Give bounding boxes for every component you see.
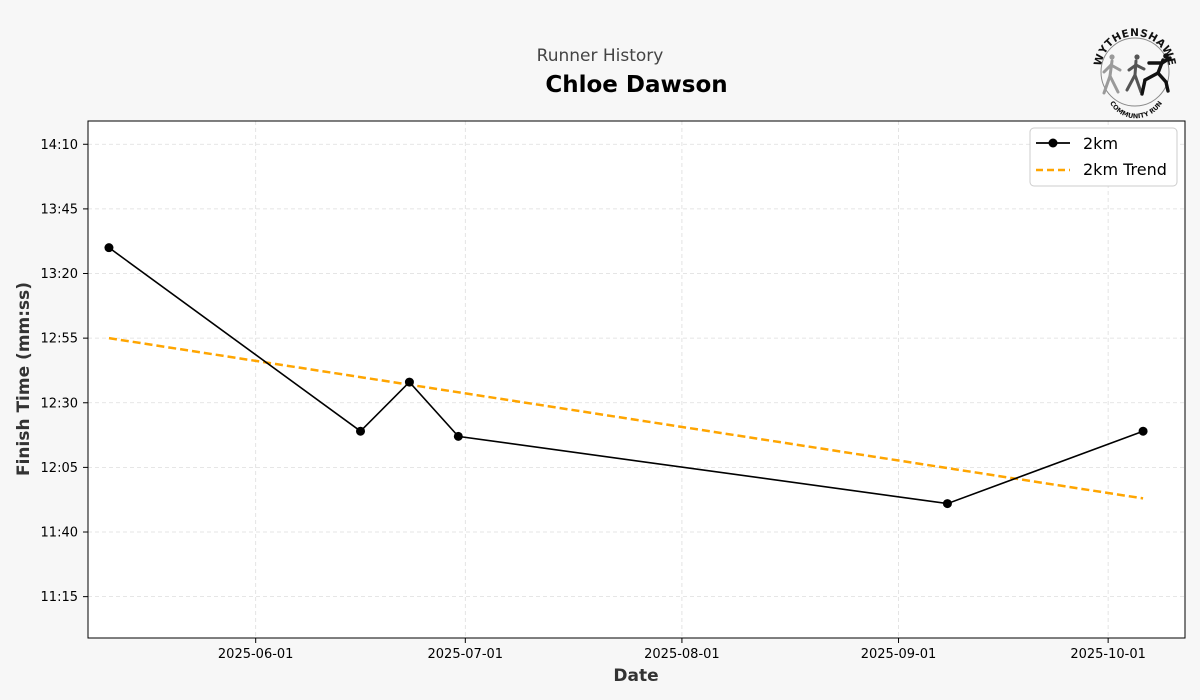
logo-bottom-text: COMMUNITY RUN: [1108, 100, 1164, 121]
y-tick-label: 12:05: [41, 461, 78, 476]
x-tick-label: 2025-10-01: [1070, 647, 1146, 662]
grid-lines: [88, 121, 1185, 638]
data-point: [404, 377, 414, 387]
series-line-2km: [108, 247, 1144, 505]
y-tick-label: 14:10: [41, 138, 78, 153]
logo-ring: [1100, 37, 1170, 107]
main-series: [104, 243, 1148, 509]
y-axis-ticks: 11:15 11:40 12:05 12:30 12:55 13:20 13:45 14:10: [41, 138, 88, 605]
y-axis-label: Finish Time (mm:ss): [14, 282, 34, 476]
x-axis-ticks: 2025-06-01 2025-07-01 2025-08-01 2025-09-01…: [218, 638, 1146, 662]
legend: 2km 2km Trend: [1029, 127, 1178, 187]
chart-suptitle: Runner History: [536, 46, 664, 66]
data-point: [1138, 426, 1148, 436]
data-point: [104, 243, 114, 253]
trend-series: [108, 336, 1144, 500]
y-tick-label: 13:20: [41, 267, 78, 282]
data-point: [453, 431, 463, 441]
x-tick-label: 2025-06-01: [218, 647, 294, 662]
x-tick-label: 2025-08-01: [644, 647, 720, 662]
y-tick-label: 12:55: [41, 332, 78, 347]
y-tick-label: 11:40: [41, 526, 78, 541]
legend-2km-marker: [1048, 138, 1058, 148]
x-axis-label: Date: [613, 666, 658, 686]
data-point: [356, 426, 366, 436]
y-tick-label: 11:15: [41, 590, 78, 605]
data-point: [942, 499, 952, 509]
x-tick-label: 2025-09-01: [861, 647, 937, 662]
x-tick-label: 2025-07-01: [428, 647, 504, 662]
wythenshawe-logo: WYTHENSHAWE COMMUNITY RUN: [1092, 27, 1177, 121]
y-tick-label: 12:30: [41, 396, 78, 411]
trend-line: [108, 336, 1144, 500]
y-tick-label: 13:45: [41, 202, 78, 217]
chart-title: Chloe Dawson: [545, 72, 728, 98]
plot-area: [88, 121, 1185, 638]
legend-2km-label: 2km: [1083, 134, 1118, 153]
runner-silhouette-icon: [1102, 53, 1172, 96]
plot-frame: [87, 120, 1186, 639]
legend-trend-label: 2km Trend: [1083, 160, 1167, 179]
